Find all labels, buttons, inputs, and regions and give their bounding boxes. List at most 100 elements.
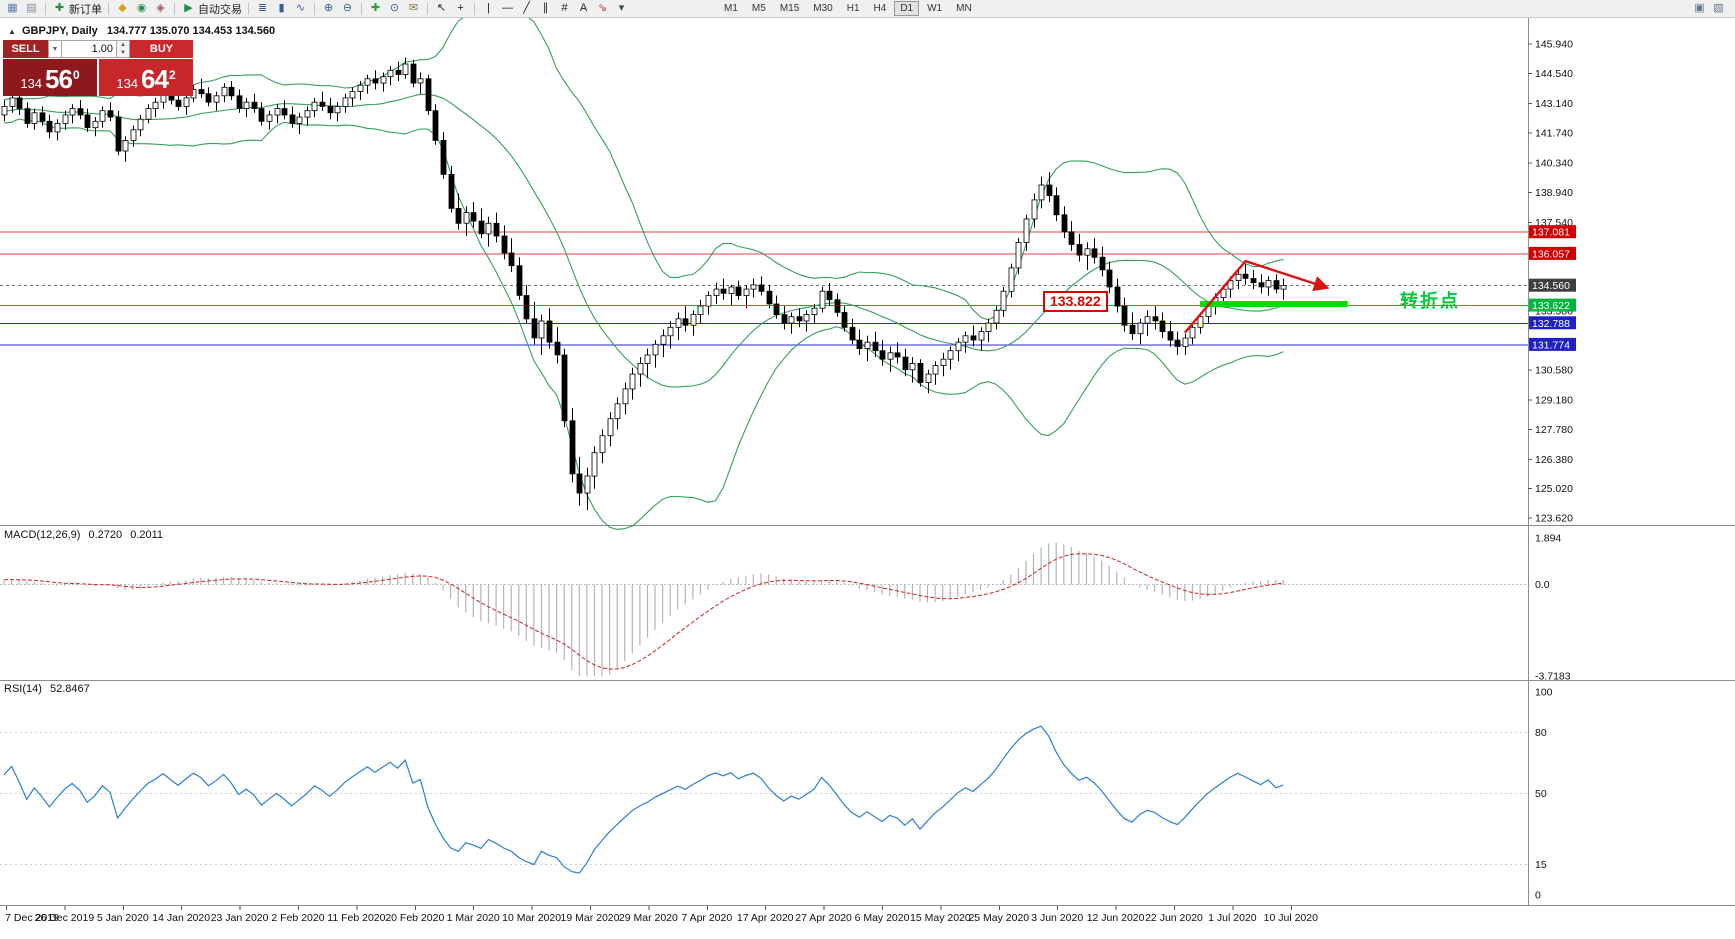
- svg-text:144.540: 144.540: [1535, 68, 1573, 80]
- price-axis: 145.940 144.540 143.140 141.740 140.340 138.9…: [1528, 39, 1576, 525]
- rsi-value: 52.8467: [49, 683, 90, 695]
- new-order-icon: ✚: [54, 2, 65, 14]
- chart-header: ▲ GBPJPY, Daily 134.777 135.070 134.453 …: [8, 25, 275, 37]
- one-click-trading-panel: SELL ▼ 1.00 ▲ ▼ BUY 134 56 0 134 64 2: [3, 40, 193, 96]
- timeframe-button-h1[interactable]: H1: [846, 3, 860, 14]
- sell-price-digits: 56: [45, 64, 73, 94]
- timeframe-button-w1[interactable]: W1: [927, 3, 943, 14]
- svg-text:1.894: 1.894: [1535, 533, 1561, 545]
- arrows-dropdown-button[interactable]: ▾: [612, 1, 631, 17]
- period-button[interactable]: ⊙: [385, 1, 404, 17]
- line-chart-button[interactable]: ∿: [291, 1, 310, 17]
- autotrading-label: 自动交易: [198, 3, 242, 16]
- buy-price-prefix: 134: [116, 76, 139, 91]
- sell-price-button[interactable]: 134 56 0: [3, 59, 97, 96]
- text-label-icon: A: [579, 2, 588, 14]
- horizontal-line-icon: —: [502, 2, 513, 14]
- svg-text:80: 80: [1535, 727, 1547, 739]
- toolbar-separator: [361, 2, 362, 15]
- timeframe-button-m5[interactable]: M5: [751, 3, 766, 14]
- bar-chart-icon: ≣: [257, 2, 268, 14]
- buy-price-button[interactable]: 134 64 2: [99, 59, 193, 96]
- vertical-line-icon: |: [487, 2, 490, 14]
- price-line-badge: [1529, 316, 1576, 330]
- timeframe-button-m1[interactable]: M1: [724, 3, 738, 14]
- timeframe-button-mn[interactable]: MN: [956, 3, 972, 14]
- svg-text:15 May 2020: 15 May 2020: [910, 912, 971, 924]
- trendline-button[interactable]: ╱: [517, 1, 536, 17]
- bollinger-bands: [3, 4, 1284, 530]
- trend-arrow-annotation[interactable]: [1183, 259, 1330, 334]
- volume-dropdown-icon[interactable]: ▼: [48, 40, 62, 58]
- zoom-in-button[interactable]: ⊕: [319, 1, 338, 17]
- toolbar-extra-button-2[interactable]: ▧: [1709, 1, 1728, 17]
- svg-text:23 Jan 2020: 23 Jan 2020: [211, 912, 269, 924]
- metaeditor-button[interactable]: ◆: [113, 1, 132, 17]
- buy-price-digits: 64: [141, 64, 169, 94]
- bollinger-upper-band: [3, 4, 1284, 321]
- current-price-badge: [1529, 278, 1576, 292]
- market-watch-button[interactable]: ◉: [132, 1, 151, 17]
- new-order-button[interactable]: ✚ 新订单: [50, 1, 104, 17]
- candles-layer: [1, 57, 1287, 510]
- timeframe-button-d1[interactable]: D1: [894, 1, 920, 16]
- svg-text:20 Feb 2020: 20 Feb 2020: [385, 912, 444, 924]
- svg-text:7 Apr 2020: 7 Apr 2020: [681, 912, 732, 924]
- svg-text:125.020: 125.020: [1535, 483, 1573, 495]
- channel-button[interactable]: ∥: [536, 1, 555, 17]
- svg-text:140.340: 140.340: [1535, 157, 1573, 169]
- vertical-line-button[interactable]: |: [479, 1, 498, 17]
- macd-title: MACD(12,26,9): [4, 529, 81, 541]
- rsi-line: [3, 725, 1284, 874]
- volume-down-icon[interactable]: ▼: [120, 50, 126, 56]
- svg-text:1 Jul 2020: 1 Jul 2020: [1208, 912, 1257, 924]
- volume-input[interactable]: 1.00: [62, 40, 117, 58]
- metaeditor-icon: ◆: [118, 2, 127, 14]
- arrows-button[interactable]: ⇘: [593, 1, 612, 17]
- buy-price-sup: 2: [168, 68, 176, 82]
- zoom-out-button[interactable]: ⊖: [338, 1, 357, 17]
- toolbar-extra-button-1[interactable]: ▣: [1690, 1, 1709, 17]
- market-watch-icon: ◉: [136, 2, 147, 14]
- timeframe-button-h4[interactable]: H4: [873, 3, 887, 14]
- add-indicator-button[interactable]: ✚: [366, 1, 385, 17]
- svg-text:14 Jan 2020: 14 Jan 2020: [152, 912, 210, 924]
- price-line-badge: [1529, 246, 1576, 260]
- svg-text:17 Apr 2020: 17 Apr 2020: [737, 912, 794, 924]
- cursor-button[interactable]: ↖: [432, 1, 451, 17]
- svg-text:134.560: 134.560: [1532, 280, 1570, 292]
- toolbar-separator: [474, 2, 475, 15]
- new-chart-button[interactable]: ▦: [3, 1, 22, 17]
- text-label-button[interactable]: A: [574, 1, 593, 17]
- buy-button[interactable]: BUY: [130, 40, 193, 58]
- svg-text:129.180: 129.180: [1535, 395, 1573, 407]
- svg-text:19 Mar 2020: 19 Mar 2020: [561, 912, 620, 924]
- turning-point-label[interactable]: 转折点: [1400, 291, 1460, 311]
- volume-up-icon[interactable]: ▲: [120, 42, 126, 48]
- price-annotation-box[interactable]: 133.822: [1043, 291, 1108, 312]
- one-click-toggle-icon[interactable]: ▲: [8, 27, 16, 36]
- bar-chart-button[interactable]: ≣: [253, 1, 272, 17]
- svg-text:12 Jun 2020: 12 Jun 2020: [1087, 912, 1145, 924]
- candlestick-chart-button[interactable]: ▮: [272, 1, 291, 17]
- templates-button[interactable]: ✉: [404, 1, 423, 17]
- svg-text:3 Jun 2020: 3 Jun 2020: [1031, 912, 1083, 924]
- volume-stepper[interactable]: ▲ ▼: [117, 40, 130, 58]
- timeframe-button-m30[interactable]: M30: [813, 3, 833, 14]
- fibonacci-button[interactable]: #: [555, 1, 574, 17]
- svg-text:133.622: 133.622: [1532, 300, 1570, 312]
- timeframe-button-m15[interactable]: M15: [779, 3, 800, 14]
- crosshair-button[interactable]: +: [451, 1, 470, 17]
- arrows-icon: ⇘: [597, 2, 608, 14]
- data-window-button[interactable]: ◈: [151, 1, 170, 17]
- sell-button[interactable]: SELL: [3, 40, 48, 58]
- rsi-panel: 100 80 50 15 0: [0, 687, 1553, 902]
- svg-text:26 Dec 2019: 26 Dec 2019: [35, 912, 95, 924]
- toolbar: ▦ ▤ ✚ 新订单 ◆ ◉ ◈ ▶ 自动交易 ≣ ▮ ∿ ⊕ ⊖ ✚ ⊙ ✉ ↖ + | — ╱ ∥ # A ⇘ ▾ M1 M5 M15 M…: [0, 0, 1735, 18]
- svg-text:7 Dec 2019: 7 Dec 2019: [5, 912, 59, 924]
- svg-text:132.788: 132.788: [1532, 318, 1570, 330]
- autotrading-button[interactable]: ▶ 自动交易: [179, 1, 244, 17]
- chart-profiles-button[interactable]: ▤: [22, 1, 41, 17]
- horizontal-line-button[interactable]: —: [498, 1, 517, 17]
